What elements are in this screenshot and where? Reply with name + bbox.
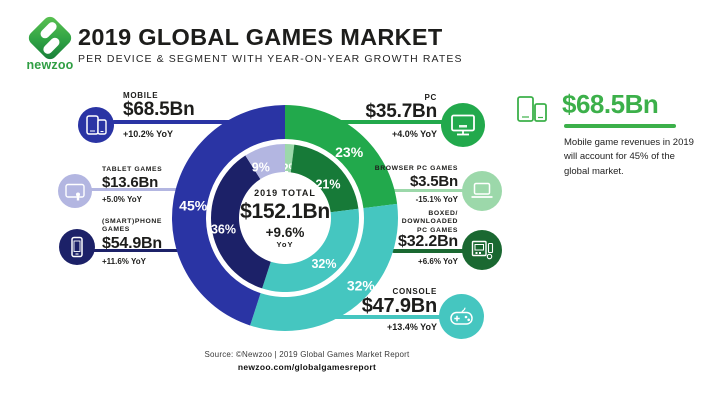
browser-yoy: -15.1% YoY [415,195,458,204]
tablet-yoy: +5.0% YoY [102,195,142,204]
donut-slice-tablet-games [245,144,285,180]
console-yoy: +13.4% YoY [387,322,437,332]
donut-center-total: 2019 TOTAL $152.1Bn +9.6% YoY [225,176,345,260]
mobile-value: $68.5Bn [123,99,195,120]
logo-pill-shape [41,35,62,56]
smartphone-icon [59,229,95,265]
slice-percent-label: 23% [335,144,364,160]
boxed-pc-game-icon [462,230,502,270]
source-text: Source: ©Newzoo | 2019 Global Games Mark… [204,350,410,359]
page-subtitle: PER DEVICE & SEGMENT WITH YEAR-ON-YEAR G… [78,53,463,65]
console-value: $47.9Bn [361,295,438,317]
mobile-devices-outline-icon [512,92,558,141]
page-title: 2019 GLOBAL GAMES MARKET [78,24,443,50]
tablet-label: TABLET GAMES [102,166,163,173]
smartphone-label: (SMART)PHONE GAMES [102,218,163,234]
newzoo-wordmark: newzoo [26,58,74,72]
highlight-underline [564,124,676,128]
slice-percent-label: 45% [179,198,208,214]
slice-percent-label: 2% [282,161,300,175]
pc-yoy: +4.0% YoY [392,129,437,139]
boxed-yoy: +6.6% YoY [418,257,458,266]
smartphone-yoy: +11.6% YoY [102,257,146,266]
total-value: $152.1Bn [240,199,330,223]
mobile-label: MOBILE [123,91,159,100]
footer: Source: ©Newzoo | 2019 Global Games Mark… [57,350,557,372]
newzoo-logo-icon [25,13,75,63]
tablet-icon [58,174,92,208]
mobile-yoy: +10.2% YoY [123,129,173,139]
smartphone-value: $54.9Bn [102,235,162,252]
report-url: newzoo.com/globalgamesreport [237,362,377,372]
pc-value: $35.7Bn [365,101,438,122]
total-growth: +9.6% [265,224,305,240]
pc-label: PC [424,93,437,102]
boxed-label: BOXED/ DOWNLOADED PC GAMES [401,210,458,234]
tablet-value: $13.6Bn [102,174,159,191]
highlight-value: $68.5Bn [562,89,659,119]
boxed-connector-line [392,249,466,253]
slice-percent-label: 9% [252,161,270,175]
tablet-connector-line [90,188,182,191]
total-label: 2019 TOTAL [254,187,316,198]
smartphone-connector-line [92,249,182,252]
donut-slice-browser-pc-games [285,144,295,173]
browser-value: $3.5Bn [410,173,458,190]
console-label: CONSOLE [392,287,437,296]
mobile-devices-icon [78,107,114,143]
mobile-connector-line [112,120,242,124]
slice-percent-label: 32% [347,277,376,293]
console-gamepad-icon [439,294,484,339]
total-unit: YoY [276,239,294,249]
pc-monitor-icon [441,103,485,147]
browser-connector-line [392,189,466,192]
boxed-value: $32.2Bn [398,233,458,250]
highlight-text: Mobile game revenues in 2019 will accoun… [564,137,694,177]
browser-laptop-icon [462,171,502,211]
